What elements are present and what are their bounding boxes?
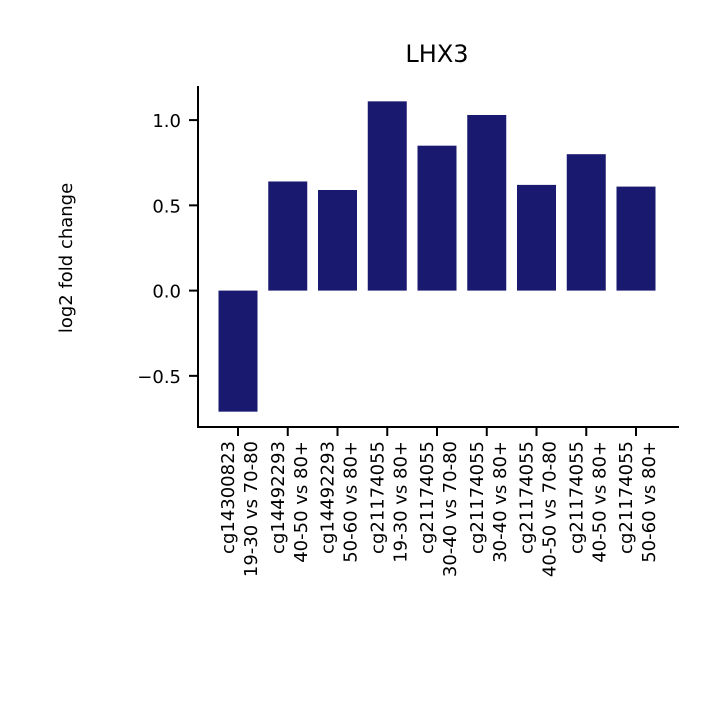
x-tick-label-3-line-1: 19-30 vs 80+ xyxy=(390,441,411,563)
x-tick-label-1-line-0: cg14492293 xyxy=(268,441,289,554)
x-tick-label-3: cg21174055 19-30 vs 80+ xyxy=(367,441,411,563)
x-tick-label-6-line-0: cg21174055 xyxy=(517,441,538,554)
chart-title: LHX3 xyxy=(405,40,468,68)
y-tick-label-2: 0.5 xyxy=(152,196,181,217)
x-tick-label-5-line-1: 30-40 vs 80+ xyxy=(490,441,511,563)
x-tick-label-5-line-0: cg21174055 xyxy=(467,441,488,554)
x-tick-label-0: cg14300823 19-30 vs 70-80 xyxy=(218,441,262,577)
x-tick-label-8-line-0: cg21174055 xyxy=(616,441,637,554)
x-tick-label-1: cg14492293 40-50 vs 80+ xyxy=(268,441,312,563)
y-tick-label-0: −0.5 xyxy=(137,367,181,388)
y-tick-label-3: 1.0 xyxy=(152,111,181,132)
x-tick-label-5: cg21174055 30-40 vs 80+ xyxy=(467,441,511,563)
y-axis-ticks: −0.5 0.0 0.5 1.0 xyxy=(137,111,198,388)
x-tick-label-3-line-0: cg21174055 xyxy=(367,441,388,554)
bar-3 xyxy=(367,101,407,291)
y-axis-label: log2 fold change xyxy=(56,183,77,333)
bar-1 xyxy=(268,181,308,291)
bar-5 xyxy=(467,114,507,291)
bar-7 xyxy=(566,154,606,291)
bar-6 xyxy=(517,184,556,291)
x-tick-label-6-line-1: 40-50 vs 70-80 xyxy=(540,441,561,577)
x-tick-label-7-line-0: cg21174055 xyxy=(566,441,587,554)
x-tick-label-4-line-1: 30-40 vs 70-80 xyxy=(440,441,461,577)
x-tick-label-8: cg21174055 50-60 vs 80+ xyxy=(616,441,660,563)
bar-8 xyxy=(616,186,656,291)
x-tick-label-1-line-1: 40-50 vs 80+ xyxy=(291,441,312,563)
x-tick-label-6: cg21174055 40-50 vs 70-80 xyxy=(517,441,561,577)
x-tick-label-7: cg21174055 40-50 vs 80+ xyxy=(566,441,610,563)
x-axis-ticks: cg14300823 19-30 vs 70-80 cg14492293 40-50 … xyxy=(218,427,660,577)
x-tick-label-2-line-1: 50-60 vs 80+ xyxy=(341,441,362,563)
x-tick-label-4: cg21174055 30-40 vs 70-80 xyxy=(417,441,461,577)
x-tick-label-8-line-1: 50-60 vs 80+ xyxy=(639,441,660,563)
x-tick-label-0-line-0: cg14300823 xyxy=(218,441,239,554)
bar-0 xyxy=(218,290,258,412)
bar-4 xyxy=(417,145,457,291)
x-tick-label-0-line-1: 19-30 vs 70-80 xyxy=(241,441,262,577)
x-tick-label-7-line-1: 40-50 vs 80+ xyxy=(589,441,610,563)
bars-group xyxy=(218,101,656,412)
x-tick-label-2: cg14492293 50-60 vs 80+ xyxy=(318,441,362,563)
y-tick-label-1: 0.0 xyxy=(152,282,181,303)
x-tick-label-2-line-0: cg14492293 xyxy=(318,441,339,554)
bar-2 xyxy=(318,190,357,291)
x-tick-label-4-line-0: cg21174055 xyxy=(417,441,438,554)
